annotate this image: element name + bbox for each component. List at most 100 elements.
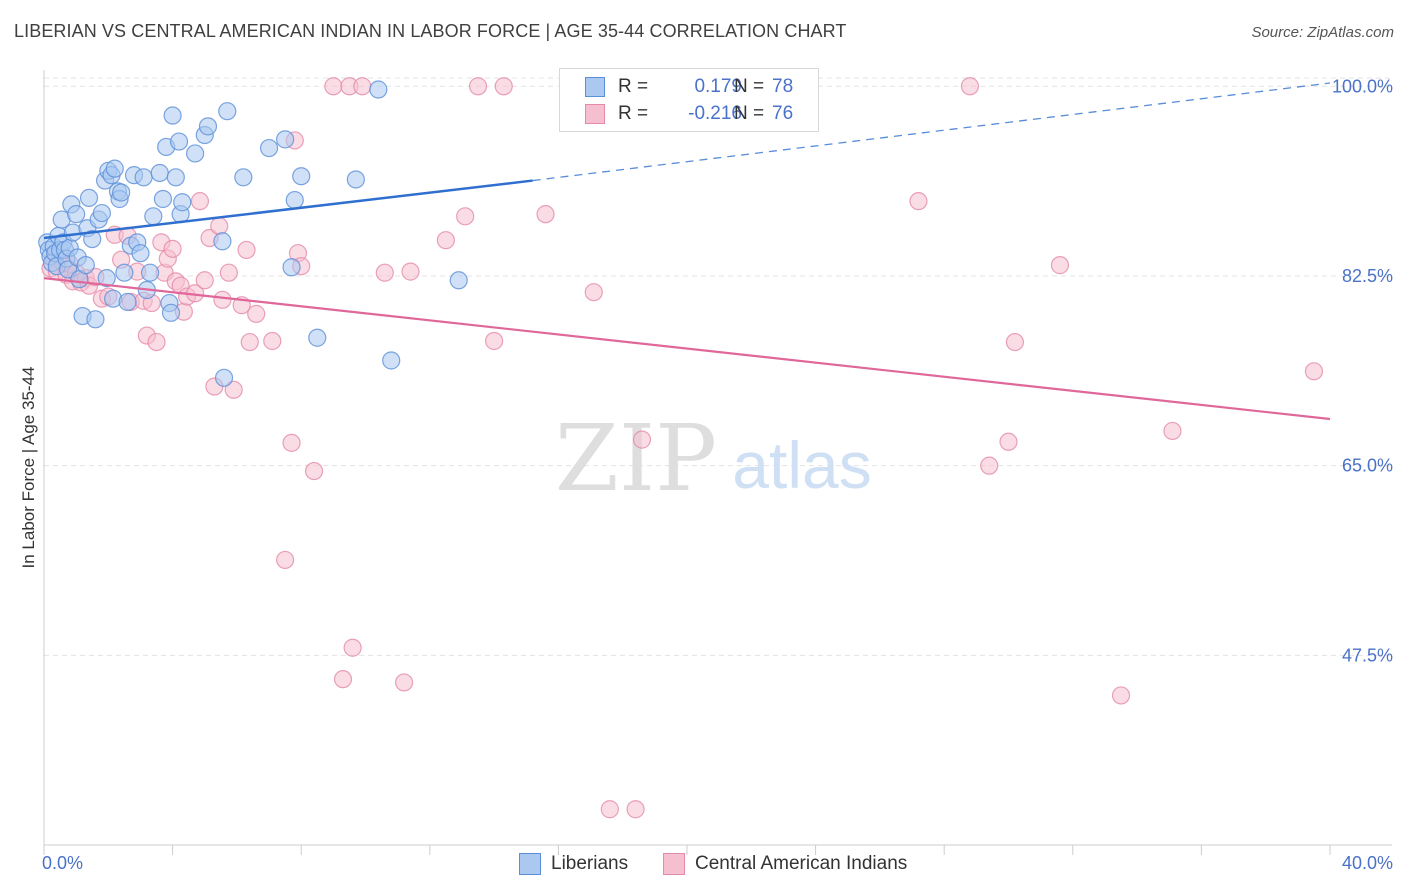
liberians-point [112,183,131,202]
central-american-indians-point [276,550,295,570]
bottom-legend-central-american-indians: Central American Indians [663,851,907,877]
liberians-points [38,80,468,387]
central-american-indians-point [163,239,182,258]
n-label: N = [734,76,765,97]
x-tick-label: 0.0% [42,853,83,873]
source-credit: Source: ZipAtlas.com [1251,24,1394,41]
central-american-indians-point [324,77,343,96]
liberians-swatch [585,77,605,97]
central-american-indians-point [584,283,603,302]
central-american-indians-point [980,456,999,475]
liberians-point [173,193,192,212]
liberians-point [144,207,163,226]
r-label: R = [618,103,649,124]
central-american-indians-point [1005,332,1025,352]
n-value: 76 [772,103,794,124]
central-american-indians-legend-label: Central American Indians [695,853,908,874]
liberians-point [83,229,102,249]
liberians-legend-label: Liberians [551,853,629,874]
liberians-point [67,205,86,224]
y-axis-label: In Labor Force | Age 35-44 [19,367,38,569]
liberians-point [150,163,169,183]
central-american-indians-point [219,263,238,282]
central-american-indians-point [195,271,214,290]
liberians-point [308,328,327,347]
n-value: 78 [772,76,794,97]
liberians-point [131,244,150,263]
liberians-point [105,159,124,178]
liberians-point [259,138,279,158]
central-american-indians-point [999,432,1018,451]
liberians-point [234,168,253,187]
liberians-point [92,203,111,223]
stats-legend: R = 0.179 N = 78 R = -0.216 N = 76 [559,68,819,132]
r-value: 0.179 [694,76,742,97]
central-american-indians-point [394,673,414,692]
central-american-indians-point [1163,421,1182,441]
central-american-indians-point [213,290,232,309]
central-american-indians-point [401,262,420,281]
central-american-indians-point [436,231,455,250]
x-tick-label: 40.0% [1342,853,1393,873]
liberians-trend-extension [532,82,1331,182]
watermark-zip: ZIP [555,405,717,512]
central-american-indians-point [1304,362,1324,381]
central-american-indians-point [600,800,619,819]
liberians-point [76,256,95,275]
central-american-indians-point [353,77,372,96]
liberians-point [163,106,182,125]
liberians-point [161,303,181,322]
liberians-point [186,144,205,163]
liberians-point [218,102,237,121]
central-american-indians-trend-line [43,277,1331,421]
liberians-point [140,263,160,282]
central-american-indians-point [304,461,324,481]
y-tick-label: 65.0% [1342,456,1393,476]
bottom-legend-liberians: Liberians [519,851,628,877]
y-tick-label: 82.5% [1342,266,1393,286]
central-american-indians-point [960,77,980,96]
liberians-point [79,188,99,208]
central-american-indians-point [632,430,652,449]
central-american-indians-point [237,240,256,260]
liberians-point [97,269,116,288]
y-tick-label: 100.0% [1332,76,1393,96]
liberians-point [115,263,134,282]
r-value: -0.216 [688,103,742,124]
liberians-point [169,132,189,151]
central-american-indians-point [375,263,394,282]
n-label: N = [734,103,765,124]
central-american-indians-point [626,800,645,819]
central-american-indians-point [536,205,555,224]
central-american-indians-legend-swatch [663,853,685,875]
liberians-point [292,167,311,186]
liberians-point [166,168,185,187]
liberians-point [134,168,153,187]
central-american-indians-point [468,77,488,96]
y-tick-label: 47.5% [1342,645,1393,665]
r-label: R = [618,76,649,97]
central-american-indians-point [343,638,362,657]
liberians-point [346,170,365,189]
liberians-point [153,189,173,209]
central-american-indians-point [240,332,259,352]
watermark-atlas: atlas [732,428,871,502]
liberians-point [198,117,218,136]
liberians-point [369,80,388,99]
central-american-indians-point [1050,256,1070,275]
central-american-indians-point [333,670,353,689]
central-american-indians-point [456,207,475,226]
liberians-point [118,292,137,312]
central-american-indians-point [909,192,928,211]
central-american-indians-point [247,304,266,323]
central-american-indians-swatch [585,104,605,124]
liberians-legend-swatch [519,853,541,875]
liberians-point [449,271,468,290]
central-american-indians-point [190,192,210,211]
liberians-point [214,368,234,387]
central-american-indians-point [224,380,243,399]
central-american-indians-point [494,77,513,96]
liberians-point [282,258,301,277]
central-american-indians-point [263,331,282,351]
